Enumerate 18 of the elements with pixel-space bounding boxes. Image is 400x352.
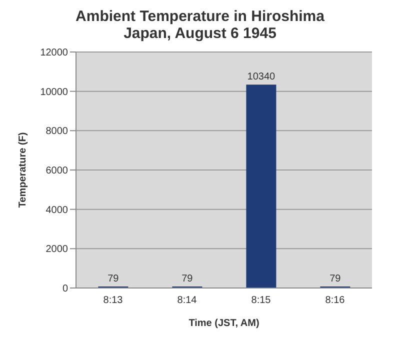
y-tick-label: 6000 <box>46 166 68 177</box>
data-label: 79 <box>182 273 194 284</box>
x-tick-label: 8:13 <box>103 295 124 306</box>
data-label: 79 <box>330 273 342 284</box>
data-label: 10340 <box>247 72 276 83</box>
x-tick-label: 8:15 <box>251 295 272 306</box>
y-tick-label: 10000 <box>40 86 68 98</box>
y-tick-label: 12000 <box>40 48 68 59</box>
y-axis-title: Temperature (F) <box>18 132 29 208</box>
x-axis-title: Time (JST, AM) <box>188 318 260 329</box>
y-tick-label: 4000 <box>46 204 68 216</box>
x-tick-label: 8:16 <box>325 295 346 306</box>
y-tick-label: 0 <box>62 284 68 295</box>
x-tick-label: 8:14 <box>177 295 198 306</box>
y-tick-label: 8000 <box>46 126 68 138</box>
y-tick-label: 2000 <box>46 244 68 256</box>
data-label: 79 <box>108 273 120 284</box>
chart-title: Ambient Temperature in Hiroshima Japan, August 6 1945 <box>74 8 326 42</box>
